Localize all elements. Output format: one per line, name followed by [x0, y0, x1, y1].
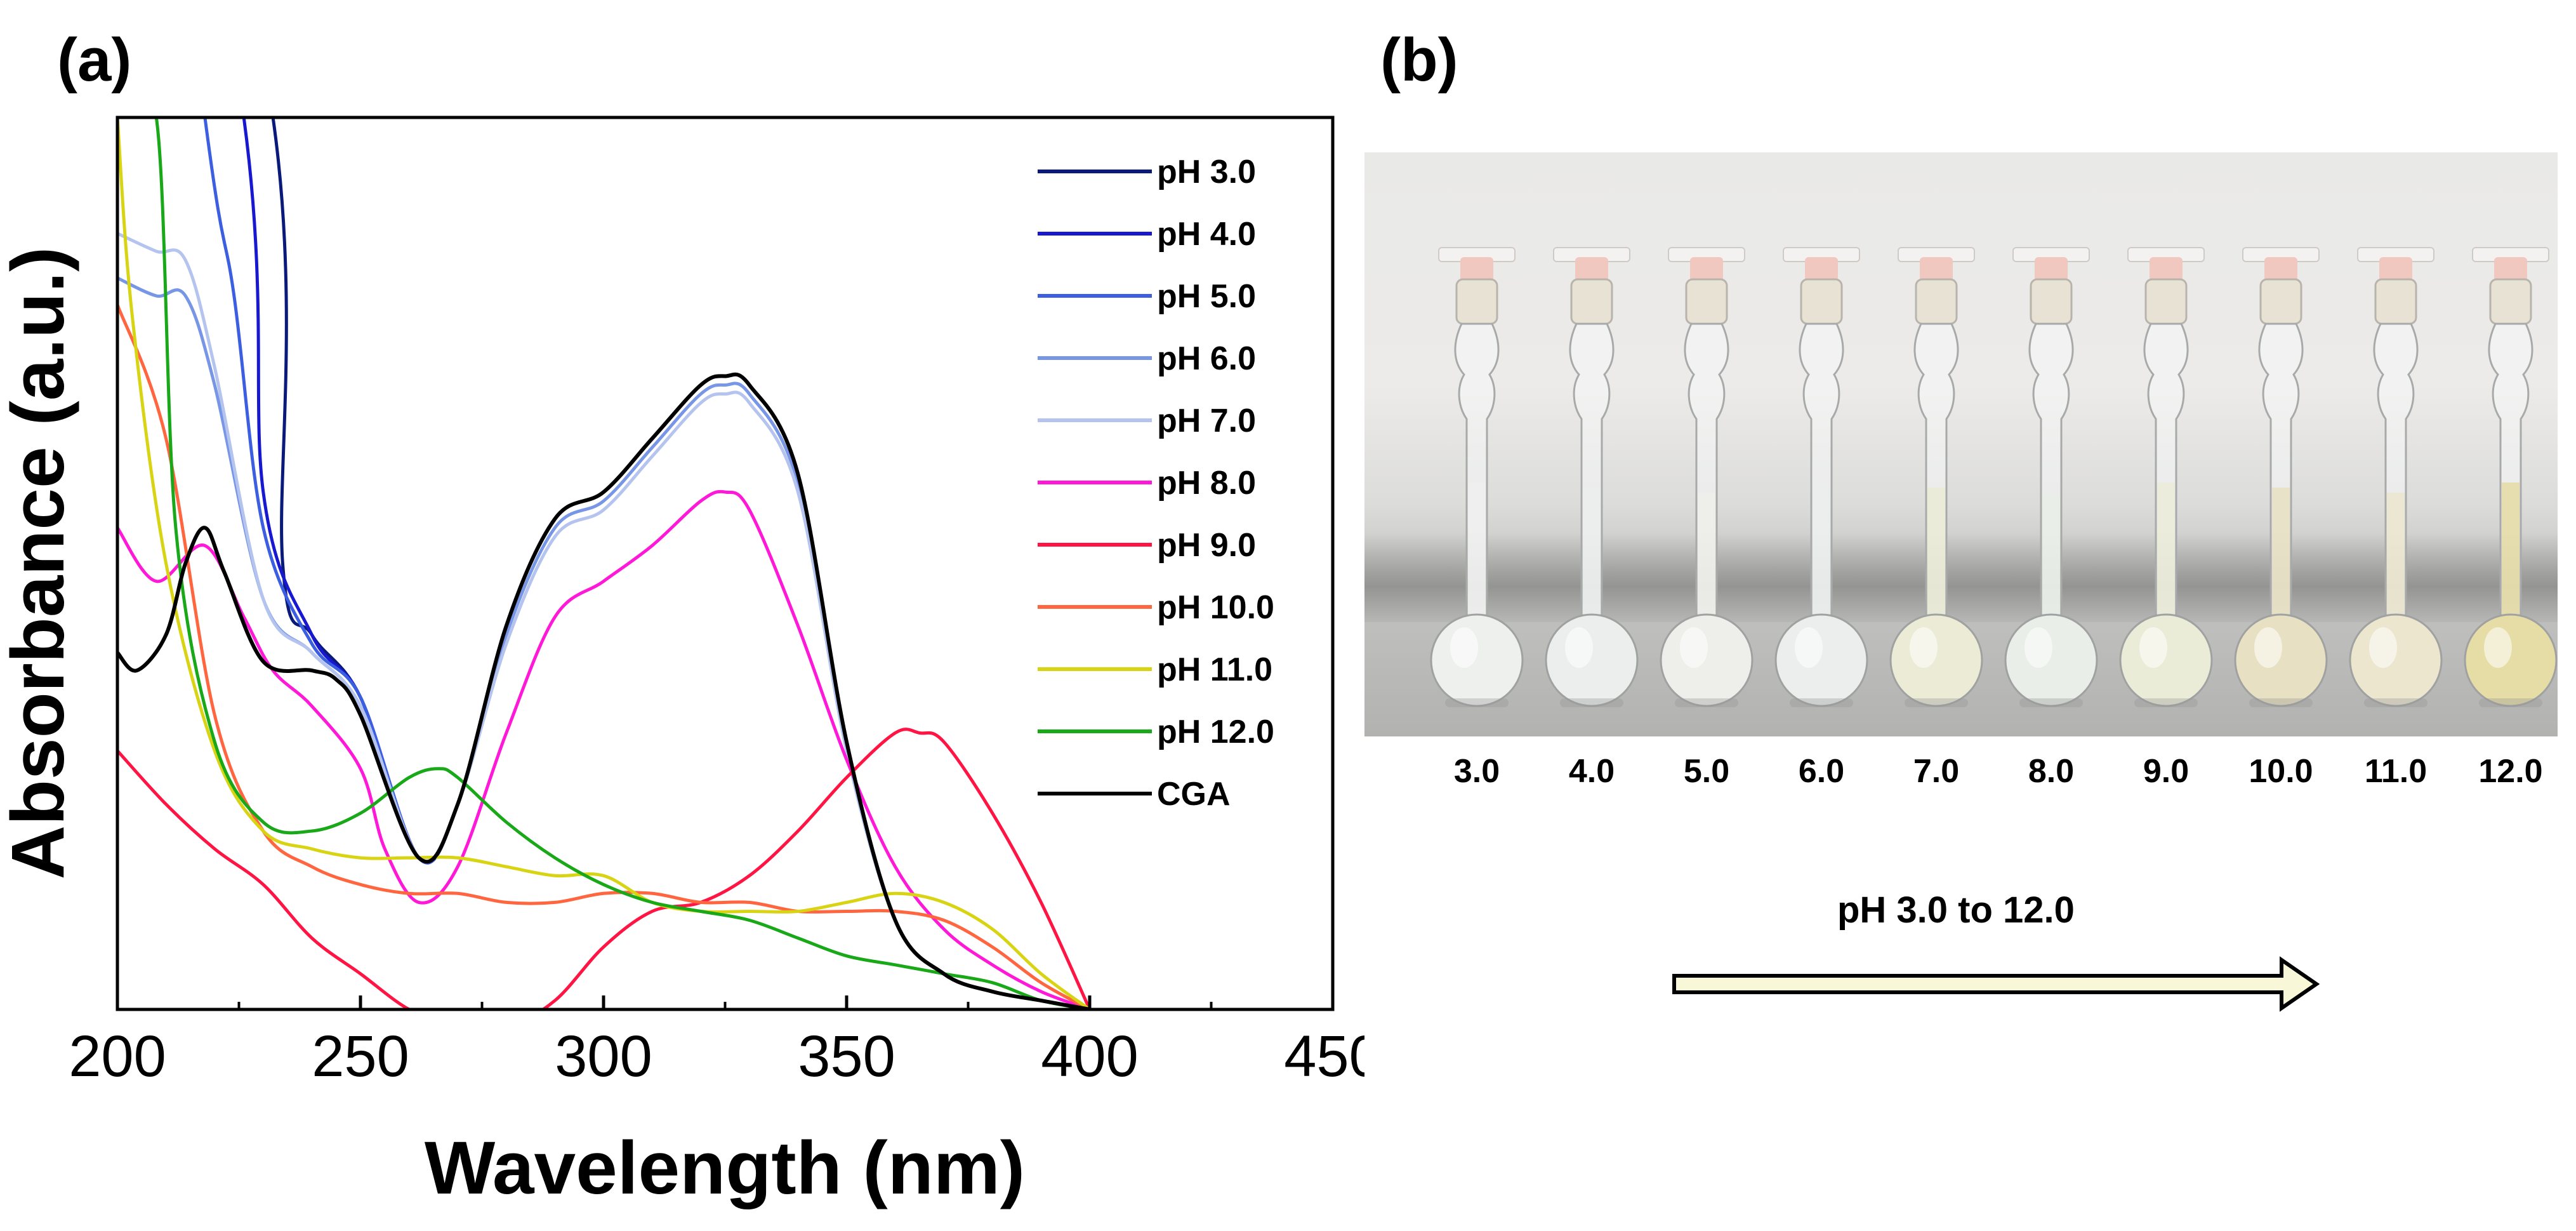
legend-label-ph-5-0: pH 5.0 [1157, 278, 1256, 315]
series-line-ph-12-0 [117, 117, 1090, 1009]
plot-frame [116, 116, 1335, 1011]
x-tick-label: 400 [1041, 1024, 1139, 1089]
series-line-ph-8-0 [117, 489, 1090, 1009]
legend-label-ph-9-0: pH 9.0 [1157, 527, 1256, 564]
flask-ph-label: 3.0 [1453, 753, 1500, 790]
flask [2224, 152, 2338, 736]
legend-label-ph-11-0: pH 11.0 [1157, 651, 1272, 688]
x-tick-label: 350 [798, 1024, 895, 1089]
legend-label-ph-7-0: pH 7.0 [1157, 403, 1256, 439]
legend-label-ph-8-0: pH 8.0 [1157, 465, 1256, 502]
photo-shadow [1364, 533, 2558, 622]
flask [1649, 152, 1764, 736]
ph-arrow [1672, 956, 2320, 1012]
flask [1994, 152, 2108, 736]
legend-label-ph-3-0: pH 3.0 [1157, 154, 1256, 190]
series-line-ph-3-0 [271, 117, 1090, 1009]
series-line-ph-5-0 [203, 117, 1090, 1009]
x-axis-ticks: 200 250 300 350 400 450 [69, 995, 1364, 1089]
series-line-ph-11-0 [117, 117, 1091, 1009]
y-axis-title: Absorbance (a.u.) [0, 247, 80, 880]
series-line-ph-4-0 [242, 117, 1090, 1009]
flask [1535, 152, 1649, 736]
flask-ph-label: 12.0 [2478, 753, 2543, 790]
flask [2109, 152, 2223, 736]
legend: pH 3.0 pH 4.0 pH 5.0 pH 6.0 pH 7.0 pH 8.0 pH 9… [1038, 154, 1274, 813]
series-line-ph-9-0 [117, 728, 1092, 1009]
legend-label-ph-12-0: pH 12.0 [1157, 714, 1274, 750]
x-axis-title: Wavelength (nm) [425, 1126, 1025, 1210]
flask-ph-label: 5.0 [1683, 753, 1730, 790]
flask [1879, 152, 1993, 736]
legend-label-ph-6-0: pH 6.0 [1157, 340, 1256, 377]
flask [2454, 152, 2558, 736]
x-tick-label: 300 [555, 1024, 652, 1089]
series-line-cga [117, 372, 1090, 1009]
flask-ph-label: 7.0 [1913, 753, 1960, 790]
series-line-ph-6-0 [117, 276, 1090, 1009]
flask-ph-label: 11.0 [2364, 753, 2427, 790]
flask-ph-label: 8.0 [2028, 753, 2075, 790]
legend-label-cga: CGA [1157, 776, 1231, 813]
x-tick-label: 450 [1284, 1024, 1364, 1089]
flask-ph-label: 4.0 [1568, 753, 1615, 790]
panel-label-b: (b) [1380, 26, 1458, 94]
panel-label-a: (a) [57, 26, 132, 94]
flask-ph-label: 9.0 [2143, 753, 2190, 790]
absorbance-chart: 200 250 300 350 400 450 Wavelength (nm) Absor… [0, 116, 1364, 1210]
series-group [117, 117, 1092, 1009]
ph-range-caption: pH 3.0 to 12.0 [1837, 889, 2075, 931]
flask-ph-label: 6.0 [1798, 753, 1845, 790]
flask-ph-label: 10.0 [2249, 753, 2313, 790]
legend-label-ph-10-0: pH 10.0 [1157, 589, 1274, 626]
flask-photo [1364, 152, 2558, 736]
flask [1420, 152, 1534, 736]
x-tick-label: 200 [69, 1024, 166, 1089]
flask [1764, 152, 1879, 736]
flask [2339, 152, 2453, 736]
legend-label-ph-4-0: pH 4.0 [1157, 216, 1256, 253]
x-tick-label: 250 [312, 1024, 409, 1089]
series-line-ph-10-0 [117, 304, 1091, 1009]
